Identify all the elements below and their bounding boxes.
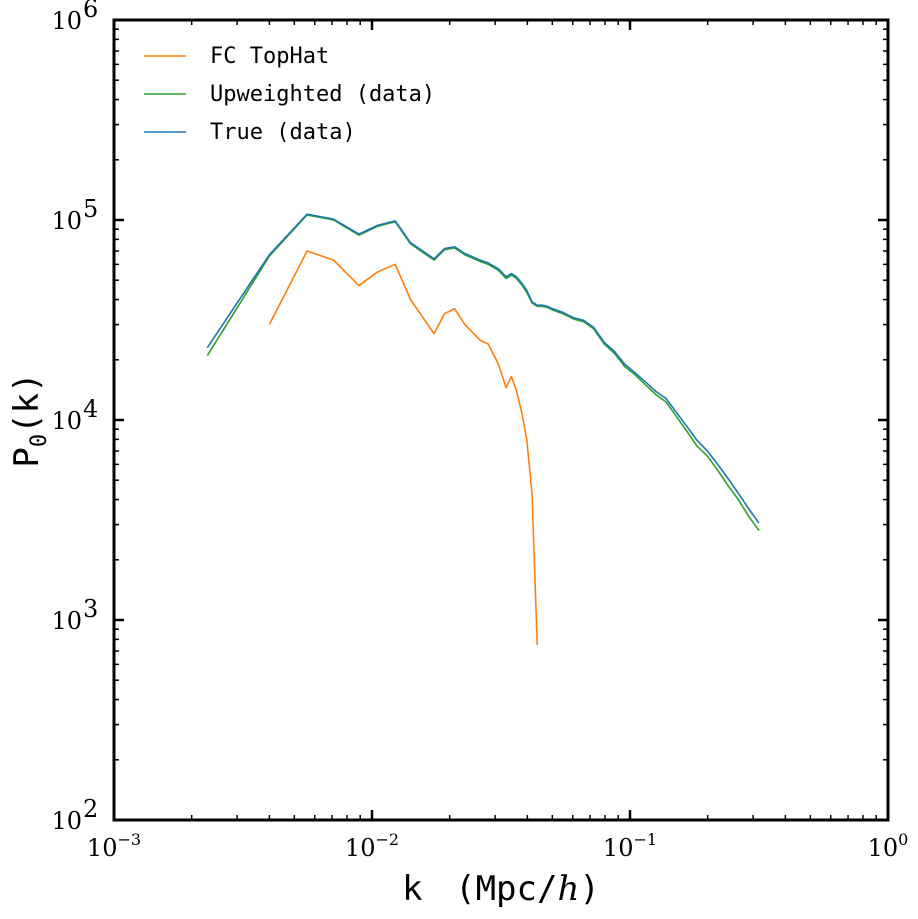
x-axis-label-units-italic: h — [557, 869, 579, 909]
x-axis-label-units-close: ) — [579, 869, 599, 909]
y-tick-label: 10 — [51, 407, 82, 435]
x-axis-label: k (Mpc/h) — [402, 869, 600, 909]
series-line-fc-tophat — [268, 250, 539, 646]
y-axis-label-rest: (k) — [7, 372, 47, 433]
y-tick-label: 10 — [51, 607, 82, 635]
x-tick-label: 100 — [868, 830, 909, 862]
y-axis-label-subscript: 0 — [27, 434, 52, 447]
x-tick-label: 10−3 — [87, 830, 141, 862]
legend-label: Upweighted (data) — [210, 82, 435, 107]
x-tick-label: 10−1 — [603, 830, 657, 862]
series-layer — [206, 213, 760, 646]
x-tick-labels: 10−3 10−2 10−1 100 — [87, 830, 908, 862]
legend-label: FC TopHat — [210, 44, 329, 69]
y-tick-label-exponent: 2 — [83, 795, 98, 823]
y-axis-label: P0(k) — [7, 372, 52, 467]
y-tick-label-exponent: 4 — [83, 395, 98, 423]
y-tick-label: 10 — [51, 7, 82, 35]
y-axis-label-base: P — [7, 447, 47, 467]
x-axis-label-base: k — [402, 869, 422, 909]
y-tick-label: 10 — [51, 807, 82, 835]
x-axis-label-units: (Mpc/ — [455, 869, 557, 909]
legend: FC TopHat Upweighted (data) True (data) — [144, 44, 435, 145]
series-line-true-data — [206, 213, 760, 524]
legend-label: True (data) — [210, 120, 356, 145]
y-tick-label-exponent: 5 — [83, 195, 98, 223]
plot-frame — [112, 18, 890, 822]
y-tick-label-exponent: 6 — [83, 0, 98, 23]
y-tick-label: 10 — [51, 207, 82, 235]
x-tick-label: 10−2 — [345, 830, 399, 862]
series-line-upweighted-data — [206, 214, 760, 532]
y-tick-label-exponent: 3 — [83, 595, 98, 623]
